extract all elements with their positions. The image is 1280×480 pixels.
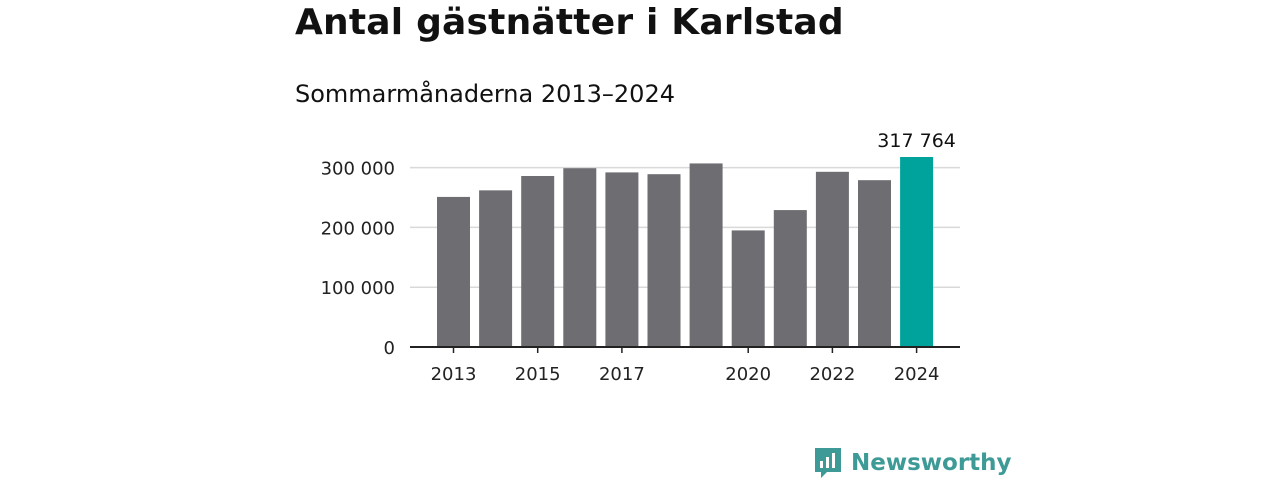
x-tick-label: 2020 bbox=[725, 364, 771, 385]
bar-2013 bbox=[437, 196, 470, 347]
x-tick-label: 2017 bbox=[599, 364, 645, 385]
bar-chart-speech-bubble-icon bbox=[815, 448, 841, 478]
bar-2023 bbox=[858, 180, 891, 347]
bar-2016 bbox=[563, 168, 597, 347]
bar-2014 bbox=[479, 190, 513, 347]
chart-title: Antal gästnätter i Karlstad bbox=[295, 2, 844, 43]
logo-text: Newsworthy bbox=[851, 450, 1012, 476]
newsworthy-logo: Newsworthy bbox=[813, 446, 1012, 480]
x-tick-label: 2024 bbox=[894, 364, 940, 385]
bar-2022 bbox=[815, 171, 849, 347]
bar-2018 bbox=[647, 174, 681, 347]
chart-subtitle: Sommarmånaderna 2013–2024 bbox=[295, 80, 675, 108]
y-tick-label: 200 000 bbox=[321, 218, 395, 239]
highlight-value-label: 317 764 bbox=[877, 130, 956, 152]
x-tick-label: 2022 bbox=[809, 364, 855, 385]
bar-2017 bbox=[605, 172, 639, 347]
y-tick-label: 100 000 bbox=[321, 278, 395, 299]
x-tick-label: 2015 bbox=[515, 364, 561, 385]
bar-2024 bbox=[900, 157, 934, 347]
x-tick-label: 2013 bbox=[431, 364, 477, 385]
y-tick-label: 0 bbox=[384, 338, 395, 359]
bar-2021 bbox=[773, 210, 807, 347]
bar-2015 bbox=[521, 175, 555, 347]
bar-2020 bbox=[731, 230, 765, 347]
bar-2019 bbox=[689, 163, 723, 347]
y-tick-label: 300 000 bbox=[321, 159, 395, 180]
